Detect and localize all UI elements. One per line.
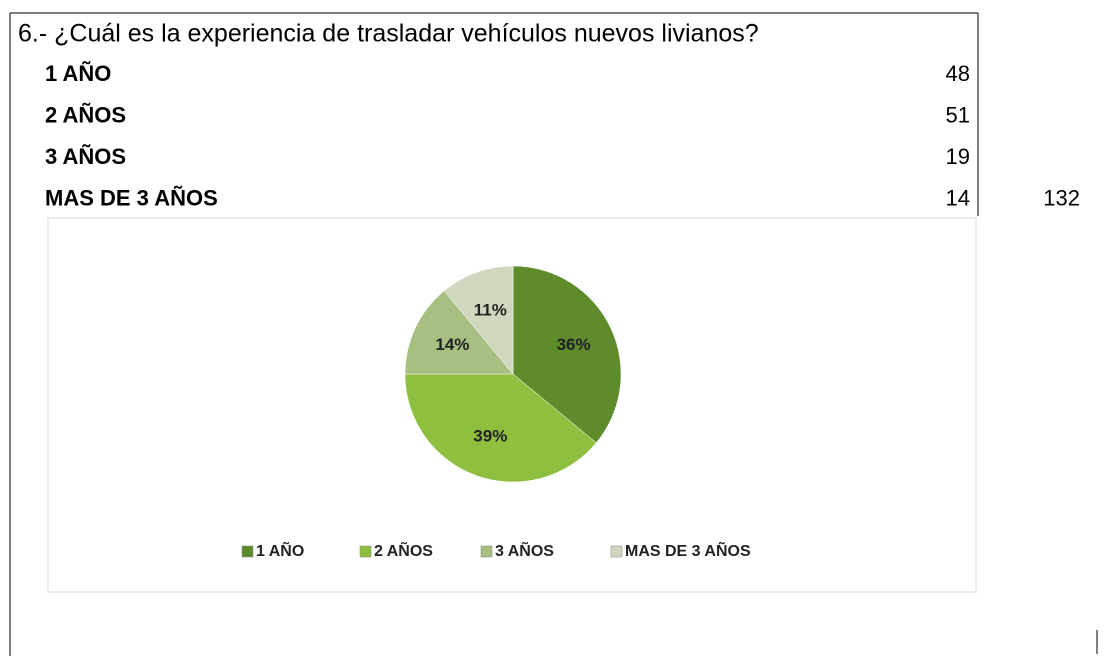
pie-slice <box>404 290 514 375</box>
legend-label: MAS DE 3 AÑOS <box>625 540 751 560</box>
legend-label: 1 AÑO <box>256 540 304 560</box>
data-label: 39% <box>473 426 507 445</box>
legend-swatch <box>480 545 493 558</box>
legend-swatch <box>241 545 254 558</box>
row-label: 3 AÑOS <box>45 144 126 169</box>
row-label: 1 AÑO <box>45 61 111 86</box>
pie-slice <box>443 265 514 375</box>
data-label: 11% <box>474 300 507 319</box>
legend-label: 3 AÑOS <box>495 540 554 560</box>
question-title: 6.- ¿Cuál es la experiencia de trasladar… <box>18 20 759 48</box>
row-label: MAS DE 3 AÑOS <box>45 185 218 210</box>
legend-swatch <box>610 545 623 558</box>
legend-label: 2 AÑOS <box>374 540 433 560</box>
data-label: 14% <box>435 335 469 354</box>
pie-slice <box>512 265 622 444</box>
row-count: 48 <box>946 61 970 86</box>
row-label: 2 AÑOS <box>45 102 126 127</box>
row-count: 51 <box>946 102 970 127</box>
total: 132 <box>1043 185 1080 210</box>
legend-swatch <box>359 545 372 558</box>
pie-slice <box>404 373 597 483</box>
row-count: 14 <box>946 185 970 210</box>
data-label: 36% <box>557 335 591 354</box>
row-count: 19 <box>946 144 970 169</box>
